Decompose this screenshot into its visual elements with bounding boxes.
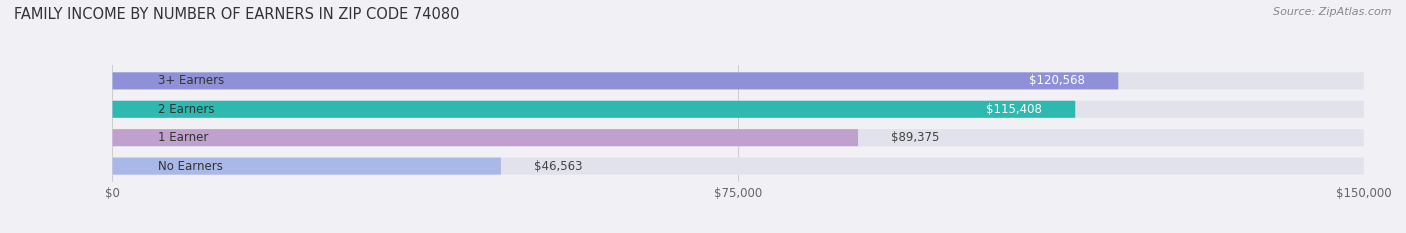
FancyBboxPatch shape	[112, 129, 858, 146]
FancyBboxPatch shape	[112, 101, 1076, 118]
Text: Source: ZipAtlas.com: Source: ZipAtlas.com	[1274, 7, 1392, 17]
Text: 3+ Earners: 3+ Earners	[159, 74, 225, 87]
Text: $89,375: $89,375	[891, 131, 939, 144]
Text: $120,568: $120,568	[1029, 74, 1085, 87]
Text: FAMILY INCOME BY NUMBER OF EARNERS IN ZIP CODE 74080: FAMILY INCOME BY NUMBER OF EARNERS IN ZI…	[14, 7, 460, 22]
Text: 2 Earners: 2 Earners	[159, 103, 215, 116]
Text: $115,408: $115,408	[986, 103, 1042, 116]
FancyBboxPatch shape	[112, 129, 1364, 146]
FancyBboxPatch shape	[112, 101, 1364, 118]
Text: $46,563: $46,563	[534, 160, 583, 173]
FancyBboxPatch shape	[112, 158, 501, 175]
Text: 1 Earner: 1 Earner	[159, 131, 208, 144]
FancyBboxPatch shape	[112, 72, 1364, 89]
Text: No Earners: No Earners	[159, 160, 224, 173]
FancyBboxPatch shape	[112, 72, 1118, 89]
FancyBboxPatch shape	[112, 158, 1364, 175]
